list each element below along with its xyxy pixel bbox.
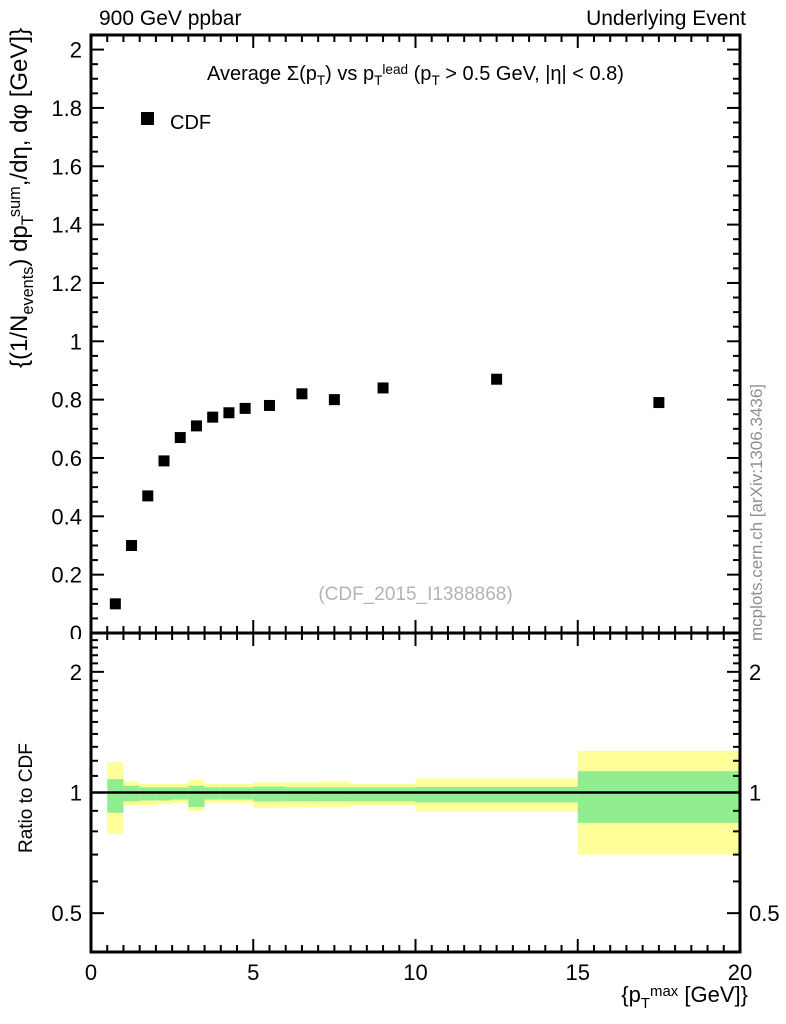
data-point-marker xyxy=(109,598,121,610)
ratio-tick-labels: 0.5 0.5 1 1 2 2 xyxy=(51,660,779,926)
svg-text:0.8: 0.8 xyxy=(51,388,82,413)
ratio-inner-band xyxy=(188,785,205,808)
svg-text:0.5: 0.5 xyxy=(51,901,82,926)
svg-text:1.6: 1.6 xyxy=(51,154,82,179)
svg-text:1: 1 xyxy=(70,329,82,354)
data-point-marker xyxy=(158,455,170,467)
svg-text:0.2: 0.2 xyxy=(51,563,82,588)
ratio-y-axis-title: Ratio to CDF xyxy=(16,743,37,853)
data-point-marker xyxy=(328,394,340,406)
svg-text:1: 1 xyxy=(70,781,82,806)
x-axis-title: {pTmax [GeV]} xyxy=(621,982,748,1012)
x-tick-labels: 0 5 10 15 20 xyxy=(85,960,752,985)
data-point-marker xyxy=(377,382,389,394)
ratio-inner-band xyxy=(253,786,286,802)
data-point-marker xyxy=(223,407,235,419)
svg-text:15: 15 xyxy=(566,960,590,985)
svg-text:0.4: 0.4 xyxy=(51,504,82,529)
svg-text:1.2: 1.2 xyxy=(51,271,82,296)
y-axis-title: {(1/Nevents) dpTsum,/dη, dφ [GeV]} xyxy=(6,27,38,368)
analysis-group-label: Underlying Event xyxy=(586,7,746,30)
beam-energy-label: 900 GeV ppbar xyxy=(99,7,242,30)
data-point-marker xyxy=(126,539,138,551)
data-point-marker xyxy=(142,490,154,502)
svg-text:2: 2 xyxy=(70,38,82,63)
main-y-tick-labels: 0 0.2 0.4 0.6 0.8 1 1.2 1.4 1.6 1.8 2 xyxy=(51,38,82,646)
legend-marker-square xyxy=(141,112,154,125)
cdf-data-points xyxy=(109,373,665,610)
svg-text:0.6: 0.6 xyxy=(51,446,82,471)
ratio-inner-band xyxy=(350,787,416,802)
ratio-inner-band xyxy=(318,787,351,802)
data-point-marker xyxy=(190,420,202,432)
svg-text:0.5: 0.5 xyxy=(749,901,780,926)
ratio-inner-band xyxy=(155,787,173,801)
legend-series-label: CDF xyxy=(170,112,212,134)
ratio-inner-band xyxy=(415,786,578,803)
svg-text:5: 5 xyxy=(247,960,259,985)
svg-text:1: 1 xyxy=(749,781,761,806)
attribution-text: mcplots.cern.ch [arXiv:1306.3436] xyxy=(747,383,766,641)
svg-text:20: 20 xyxy=(728,960,752,985)
svg-text:2: 2 xyxy=(70,660,82,685)
svg-text:1.8: 1.8 xyxy=(51,96,82,121)
analysis-id-watermark: (CDF_2015_I1388868) xyxy=(318,584,513,605)
svg-text:0: 0 xyxy=(85,960,97,985)
plot-title: Average Σ(pT) vs pTlead (pT > 0.5 GeV, |… xyxy=(207,62,624,89)
ratio-inner-band xyxy=(577,771,740,823)
data-point-marker xyxy=(653,397,665,409)
data-point-marker xyxy=(491,373,503,385)
svg-text:10: 10 xyxy=(403,960,427,985)
ratio-inner-band xyxy=(107,779,124,813)
svg-text:2: 2 xyxy=(749,660,761,685)
svg-text:1.4: 1.4 xyxy=(51,213,82,238)
ratio-inner-band xyxy=(139,787,156,801)
data-point-marker xyxy=(174,432,186,444)
svg-text:0: 0 xyxy=(70,621,82,646)
data-point-marker xyxy=(239,402,251,414)
data-point-marker xyxy=(207,411,219,423)
data-point-marker xyxy=(296,388,308,400)
data-point-marker xyxy=(263,399,275,411)
ratio-inner-band xyxy=(285,787,319,802)
